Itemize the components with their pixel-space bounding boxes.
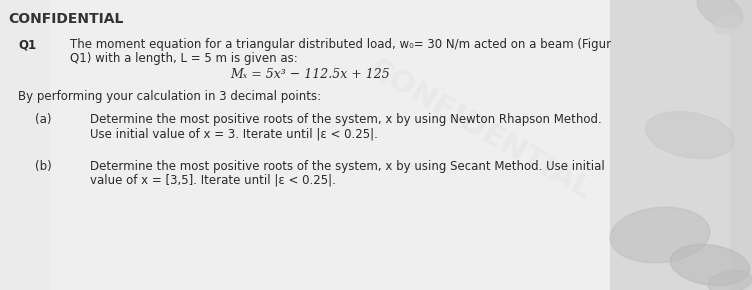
- Text: Mₓ = 5x³ − 112.5x + 125: Mₓ = 5x³ − 112.5x + 125: [230, 68, 390, 81]
- FancyBboxPatch shape: [0, 0, 730, 290]
- Text: (a): (a): [35, 113, 51, 126]
- Text: Determine the most positive roots of the system, x by using Newton Rhapson Metho: Determine the most positive roots of the…: [90, 113, 602, 126]
- FancyBboxPatch shape: [610, 0, 752, 290]
- Text: value of x = [3,5]. Iterate until |ε < 0.25|.: value of x = [3,5]. Iterate until |ε < 0…: [90, 174, 336, 187]
- Text: Q1) with a length, L = 5 m is given as:: Q1) with a length, L = 5 m is given as:: [70, 52, 298, 65]
- Ellipse shape: [697, 0, 743, 28]
- Text: The moment equation for a triangular distributed load, w₀= 30 N/m acted on a bea: The moment equation for a triangular dis…: [70, 38, 611, 51]
- Text: Q1: Q1: [18, 38, 36, 51]
- FancyBboxPatch shape: [50, 0, 610, 290]
- Text: CONFIDENTIAL: CONFIDENTIAL: [363, 55, 596, 206]
- Ellipse shape: [670, 244, 750, 286]
- Text: Use initial value of x = 3. Iterate until |ε < 0.25|.: Use initial value of x = 3. Iterate unti…: [90, 127, 378, 140]
- Ellipse shape: [708, 271, 752, 290]
- Ellipse shape: [645, 111, 735, 159]
- Ellipse shape: [610, 207, 710, 263]
- Text: (b): (b): [35, 160, 52, 173]
- Text: Determine the most positive roots of the system, x by using Secant Method. Use i: Determine the most positive roots of the…: [90, 160, 605, 173]
- Ellipse shape: [714, 16, 741, 35]
- Text: By performing your calculation in 3 decimal points:: By performing your calculation in 3 deci…: [18, 90, 321, 103]
- Text: CONFIDENTIAL: CONFIDENTIAL: [8, 12, 123, 26]
